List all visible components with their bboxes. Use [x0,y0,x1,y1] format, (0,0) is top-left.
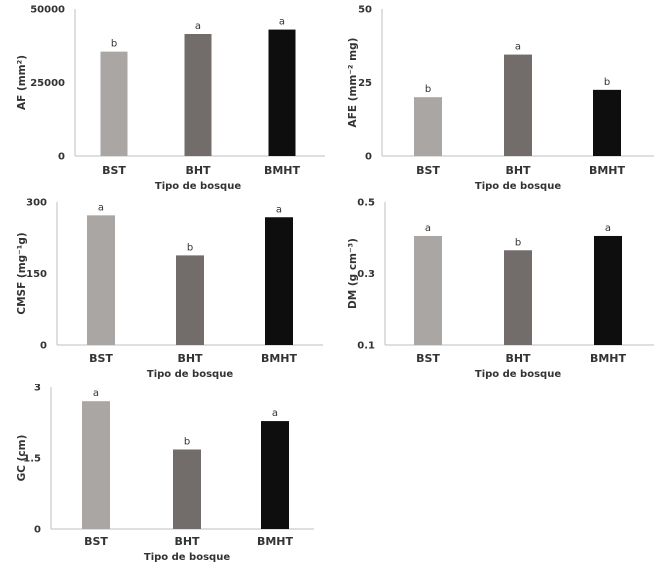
x-axis-title: Tipo de bosque [147,369,233,380]
category-label: BST [416,352,440,365]
category-label: BST [89,352,113,365]
y-tick-label: 0.3 [357,269,375,280]
category-label: BMHT [261,352,298,365]
y-axis-title: GC (cm) [16,435,28,482]
y-tick-label: 25000 [30,78,65,89]
significance-label: a [425,223,431,234]
bar-bht [173,449,201,529]
bar-bht [176,255,204,345]
x-axis-title: Tipo de bosque [475,369,561,380]
category-label: BST [84,535,108,548]
bar-bmht [265,217,293,345]
significance-label: a [276,204,282,215]
category-label: BMHT [257,535,294,548]
bar-bmht [261,421,289,529]
category-label: BMHT [264,164,301,177]
category-label: BHT [174,535,200,548]
chart-dm: 0.1 0.3 0.5 a BST b BHT a BMHT Tipo de bosque DM (… [331,192,662,384]
significance-label: a [195,21,201,32]
category-label: BHT [505,164,531,177]
bar-bst [414,97,442,156]
bar-bmht [594,235,622,345]
y-tick-label: 0.5 [357,198,375,209]
bar-bht [184,33,212,156]
significance-label: b [111,39,117,50]
bar-bht [504,54,532,156]
significance-label: a [605,223,611,234]
significance-label: a [93,388,99,399]
bar-bmht [268,29,296,156]
y-tick-label: 300 [26,198,47,209]
x-axis-title: Tipo de bosque [475,181,561,192]
y-axis-title: AFE (mm⁻² mg) [347,38,359,128]
bar-bst [100,51,128,156]
x-axis-title: Tipo de bosque [144,552,230,563]
chart-af: 0 25000 50000 b BST a BHT a BMHT Tipo de bosque AF… [0,0,331,192]
category-label: BHT [505,352,531,365]
x-axis-title: Tipo de bosque [155,181,241,192]
significance-label: a [272,408,278,419]
y-tick-label: 25 [358,78,372,89]
bar-bmht [593,89,621,156]
chart-svg: 0 25000 50000 b BST a BHT a BMHT Tipo de bosque AF… [16,5,325,192]
y-tick-label: 0.1 [357,341,375,352]
significance-label: a [279,17,285,28]
significance-label: b [184,436,190,447]
significance-label: b [515,237,521,248]
y-tick-label: 0 [34,525,41,536]
chart-svg: 0 25 50 b BST a BHT b BMHT Tipo de bosque AFE (mm⁻… [347,5,654,192]
category-label: BST [416,164,440,177]
y-tick-label: 150 [26,269,47,280]
y-axis-title: CMSF (mg⁻¹g) [16,232,28,314]
y-tick-label: 0 [365,152,372,163]
chart-svg: 0.1 0.3 0.5 a BST b BHT a BMHT Tipo de bosque DM (… [347,198,654,380]
chart-gc: 0 1.5 3 a BST b BHT a BMHT Tipo de bosque GC (cm) [0,383,331,576]
category-label: BMHT [589,164,626,177]
bar-bht [504,250,532,345]
y-tick-label: 0 [58,152,65,163]
significance-label: b [187,242,193,253]
bar-bst [82,401,110,529]
y-tick-label: 50 [358,5,372,16]
chart-svg: 0 1.5 3 a BST b BHT a BMHT Tipo de bosque GC (cm) [16,383,314,563]
chart-svg: 0 150 300 a BST b BHT a BMHT Tipo de bosque CMSF (… [16,198,323,380]
chart-cmsf: 0 150 300 a BST b BHT a BMHT Tipo de bosque CMSF (… [0,192,331,384]
y-tick-label: 50000 [30,5,65,16]
significance-label: b [604,77,610,88]
significance-label: a [98,202,104,213]
y-tick-label: 0 [40,341,47,352]
y-axis-title: DM (g cm⁻³) [347,238,359,309]
y-axis-title: AF (mm²) [16,55,28,110]
significance-label: a [515,42,521,53]
category-label: BMHT [590,352,627,365]
y-tick-label: 3 [34,384,41,394]
chart-afe: 0 25 50 b BST a BHT b BMHT Tipo de bosque AFE (mm⁻… [331,0,662,192]
bar-bst [87,215,115,345]
significance-label: b [425,84,431,95]
category-label: BHT [185,164,211,177]
category-label: BHT [177,352,203,365]
category-label: BST [102,164,126,177]
bar-bst [414,235,442,345]
y-tick-label: 1.5 [23,454,41,465]
